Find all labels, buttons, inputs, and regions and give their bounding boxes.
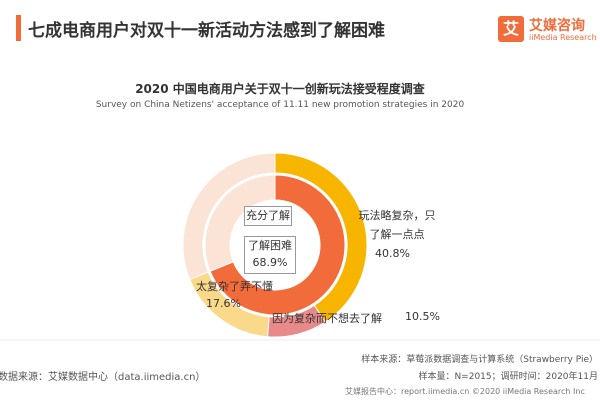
category-label: 了解困难 (248, 239, 292, 252)
source: 数据来源：艾媒数据中心（data.iimedia.cn） (0, 372, 206, 383)
label-box: 了解困难 68.9% (244, 236, 296, 274)
logo-icon (498, 16, 524, 42)
value-label: 17.6% (206, 297, 241, 310)
value-label: 40.8% (375, 247, 410, 260)
category-label: 因为复杂而不想去了解 (272, 312, 382, 325)
sample-size: 样本量：N=2015；调研时间：2020年11月 (418, 372, 598, 382)
sample-source: 样本来源：草莓派数据调查与计算系统（Strawberry Pie） (361, 355, 598, 365)
label-box: 充分了解 (244, 206, 292, 226)
chart-title: 2020 中国电商用户关于双十一创新玩法接受程度调查 (135, 82, 425, 96)
page-title: 七成电商用户对双十一新活动方法感到了解困难 (28, 21, 385, 41)
logo-glyph: 艾 (503, 19, 519, 38)
donut-segment (204, 174, 276, 272)
chart-subtitle: Survey on China Netizens' acceptance of … (95, 100, 465, 110)
value-label: 10.5% (405, 310, 440, 323)
category-label: 太复杂了弄不懂 (196, 280, 273, 293)
donut-segment (182, 152, 276, 281)
donut-segment (209, 174, 346, 316)
logo-name: 艾媒咨询 (529, 18, 585, 34)
value-label: 68.9% (252, 256, 288, 269)
title-bar (16, 15, 21, 41)
category-label: 玩法略复杂，只了解一点点 (358, 209, 436, 241)
logo-sub: iiMedia Research (529, 33, 597, 42)
report-center: 艾媒报告中心：report.iimedia.cn ©2020 iiMedia R… (345, 387, 585, 396)
